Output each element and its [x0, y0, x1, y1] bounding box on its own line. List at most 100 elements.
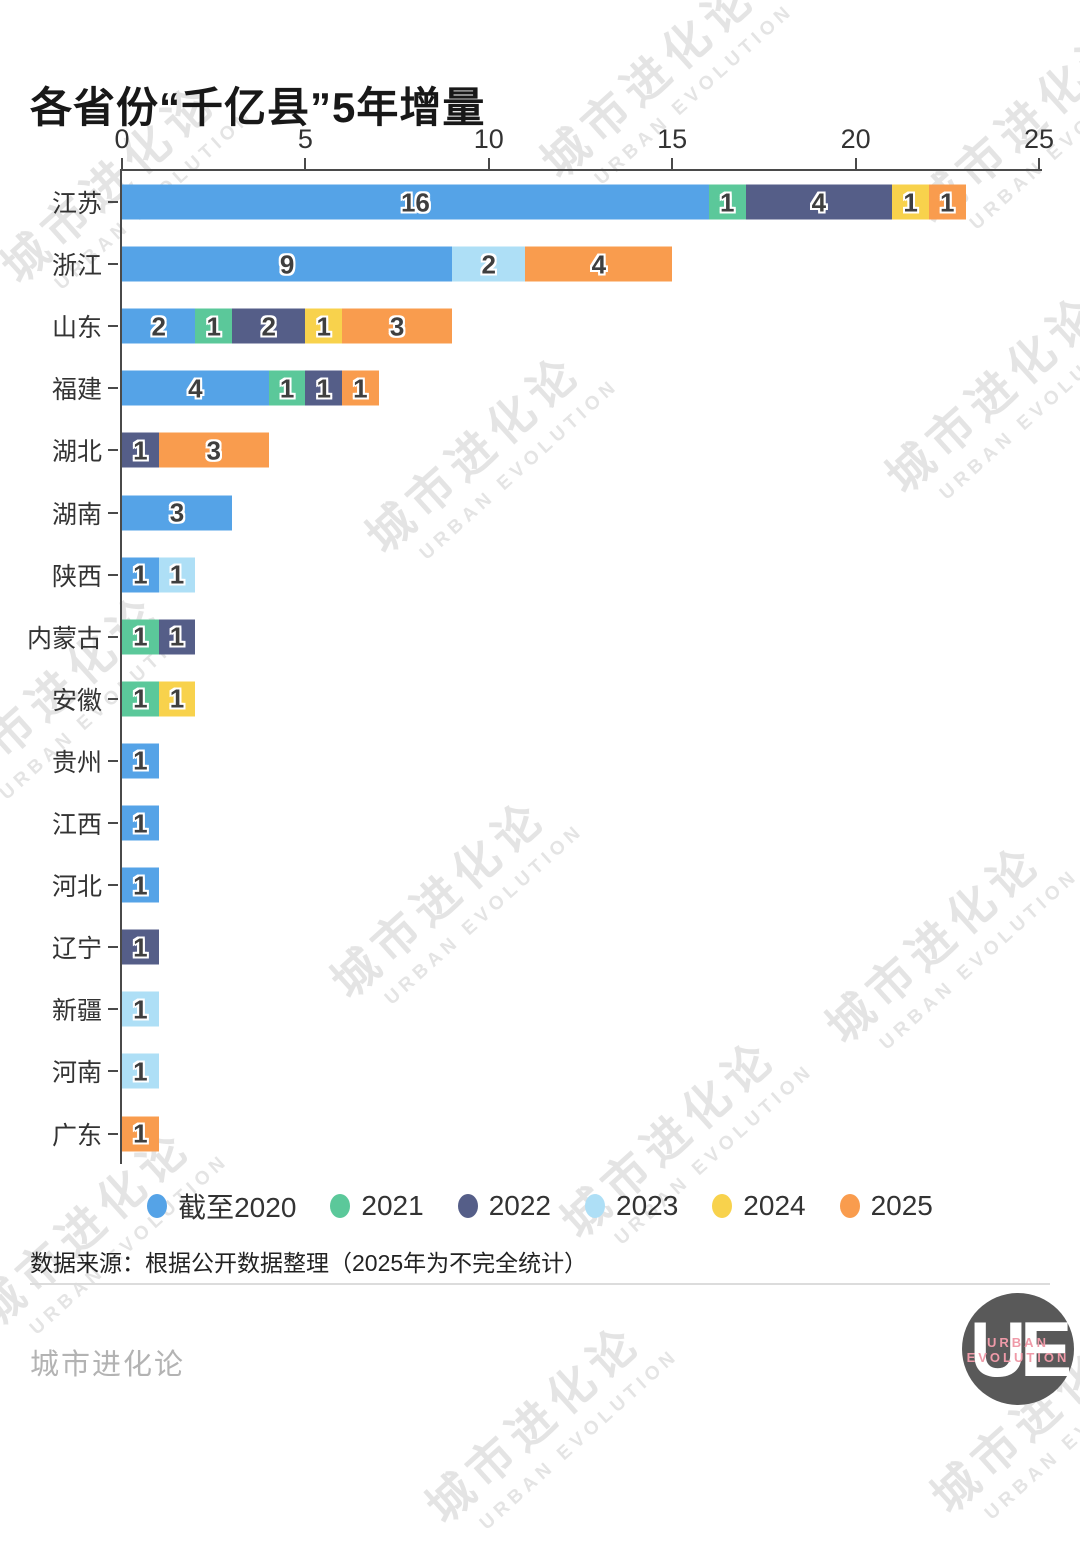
- x-axis-tick-label: 25: [1023, 124, 1055, 154]
- bar-segment-2025: 3: [158, 432, 269, 468]
- logo-caption-line2: EVOLUTION: [966, 1350, 1070, 1366]
- bar-segment-2023: 1: [158, 557, 196, 593]
- category-tick: [108, 263, 118, 266]
- bar-segment-截至2020: 16: [122, 184, 709, 220]
- category-label: 山东: [51, 314, 102, 343]
- bar-segment-截至2020: 4: [122, 370, 269, 406]
- category-tick: [108, 759, 118, 762]
- logo-initials: UE: [969, 1304, 1072, 1393]
- bar-segment-2021: 1: [195, 308, 233, 344]
- x-axis-line: [121, 169, 1042, 171]
- legend-item-2024: 2024: [712, 1190, 806, 1222]
- category-label: 广东: [51, 1121, 102, 1150]
- x-axis-tick: [121, 158, 123, 170]
- footer-divider: [30, 1283, 1050, 1285]
- bar-segment-2021: 1: [122, 619, 159, 655]
- bar-value-label: 3: [206, 435, 221, 466]
- brand-logo: UE URBAN EVOLUTION: [962, 1293, 1074, 1405]
- bar-value-label: 4: [811, 187, 827, 217]
- bar-value-label: 1: [169, 621, 185, 652]
- bar-value-label: 1: [133, 559, 148, 590]
- category-tick: [108, 822, 118, 824]
- bar-value-label: 4: [591, 249, 607, 280]
- bar-segment-截至2020: 1: [122, 557, 159, 593]
- legend-label: 截至2020: [178, 1192, 297, 1223]
- legend-dot-icon: [839, 1194, 860, 1218]
- legend-dot-icon: [712, 1194, 733, 1218]
- bar-segment-2024: 1: [305, 308, 343, 344]
- source-note: 数据来源：根据公开数据整理（2025年为不完全统计）: [30, 1250, 588, 1276]
- category-tick: [108, 697, 118, 700]
- bar-segment-2023: 1: [122, 991, 159, 1027]
- x-axis-tick: [854, 158, 857, 170]
- bar-segment-截至2020: 3: [122, 495, 233, 530]
- category-tick: [108, 201, 118, 203]
- category-tick: [108, 1070, 118, 1073]
- bar-value-label: 1: [133, 1118, 148, 1149]
- bar-value-label: 3: [389, 311, 405, 342]
- bar-segment-2022: 1: [158, 619, 196, 655]
- stacked-bar-chart: 0 5 10 15 20 25 江苏 16 1 4 1 1 浙江 9 2 4 山东 2 1 2 1 3 福建 4 1 1 1 湖北 1 3…: [26, 124, 1055, 1164]
- category-tick: [108, 449, 118, 452]
- category-label: 新疆: [51, 997, 102, 1026]
- bar-value-label: 1: [133, 621, 148, 652]
- logo-caption-line1: URBAN: [987, 1335, 1049, 1351]
- bar-value-label: 3: [169, 497, 185, 528]
- bar-segment-2025: 1: [122, 1116, 159, 1151]
- category-label: 辽宁: [51, 935, 102, 964]
- bar-segment-2025: 1: [342, 370, 379, 406]
- bar-value-label: 1: [940, 187, 955, 217]
- bar-value-label: 1: [316, 373, 331, 404]
- legend-label: 2024: [743, 1190, 806, 1221]
- bar-value-label: 1: [133, 745, 148, 776]
- x-axis-tick-label: 10: [473, 124, 504, 154]
- x-axis-tick-label: 15: [657, 124, 688, 154]
- bar-segment-2025: 4: [525, 246, 673, 282]
- x-axis-tick-label: 5: [297, 124, 313, 154]
- legend-dot-icon: [330, 1194, 351, 1218]
- bar-value-label: 1: [133, 1056, 148, 1087]
- legend-dot-icon: [585, 1194, 605, 1218]
- legend-label: 2021: [361, 1190, 424, 1221]
- bar-value-label: 2: [151, 311, 166, 342]
- bar-segment-2022: 1: [305, 370, 343, 406]
- legend-dot-icon: [147, 1194, 168, 1218]
- legend-item-截至2020: 截至2020: [147, 1186, 296, 1226]
- category-tick: [108, 635, 118, 638]
- chart-legend: 截至2020 2021 2022 2023 2024 2025: [0, 1186, 1080, 1226]
- category-label: 河南: [51, 1059, 102, 1088]
- bar-segment-2023: 1: [122, 1053, 159, 1089]
- x-axis-tick: [1038, 158, 1040, 170]
- bar-value-label: 1: [133, 435, 148, 466]
- x-axis-tick: [304, 158, 307, 170]
- bar-value-label: 1: [133, 870, 148, 901]
- category-label: 河北: [51, 873, 102, 902]
- bar-value-label: 1: [169, 683, 185, 714]
- category-label: 安徽: [51, 686, 102, 715]
- category-label: 贵州: [51, 748, 102, 777]
- bar-segment-2022: 2: [232, 308, 306, 344]
- category-tick: [108, 511, 118, 514]
- bar-segment-2025: 3: [342, 308, 453, 344]
- bar-segment-截至2020: 2: [122, 308, 196, 344]
- bar-value-label: 4: [188, 373, 203, 404]
- category-tick: [108, 325, 118, 328]
- bar-segment-2024: 1: [892, 184, 929, 220]
- legend-item-2022: 2022: [457, 1190, 551, 1222]
- legend-dot-icon: [457, 1194, 478, 1218]
- logo-caption: URBAN EVOLUTION: [962, 1335, 1074, 1365]
- bar-value-label: 1: [133, 808, 148, 838]
- bar-segment-2022: 4: [745, 184, 893, 220]
- legend-item-2023: 2023: [585, 1190, 678, 1222]
- category-label: 江西: [51, 811, 102, 839]
- bar-value-label: 1: [133, 683, 148, 714]
- category-label: 内蒙古: [26, 624, 102, 653]
- category-tick: [108, 573, 118, 576]
- category-tick: [108, 946, 118, 949]
- y-axis-line: [120, 169, 122, 1164]
- bar-value-label: 1: [719, 187, 735, 217]
- bar-segment-2023: 2: [452, 246, 526, 282]
- x-axis-tick-label: 20: [840, 124, 871, 154]
- category-label: 湖北: [51, 438, 102, 467]
- bar-value-label: 1: [169, 559, 185, 590]
